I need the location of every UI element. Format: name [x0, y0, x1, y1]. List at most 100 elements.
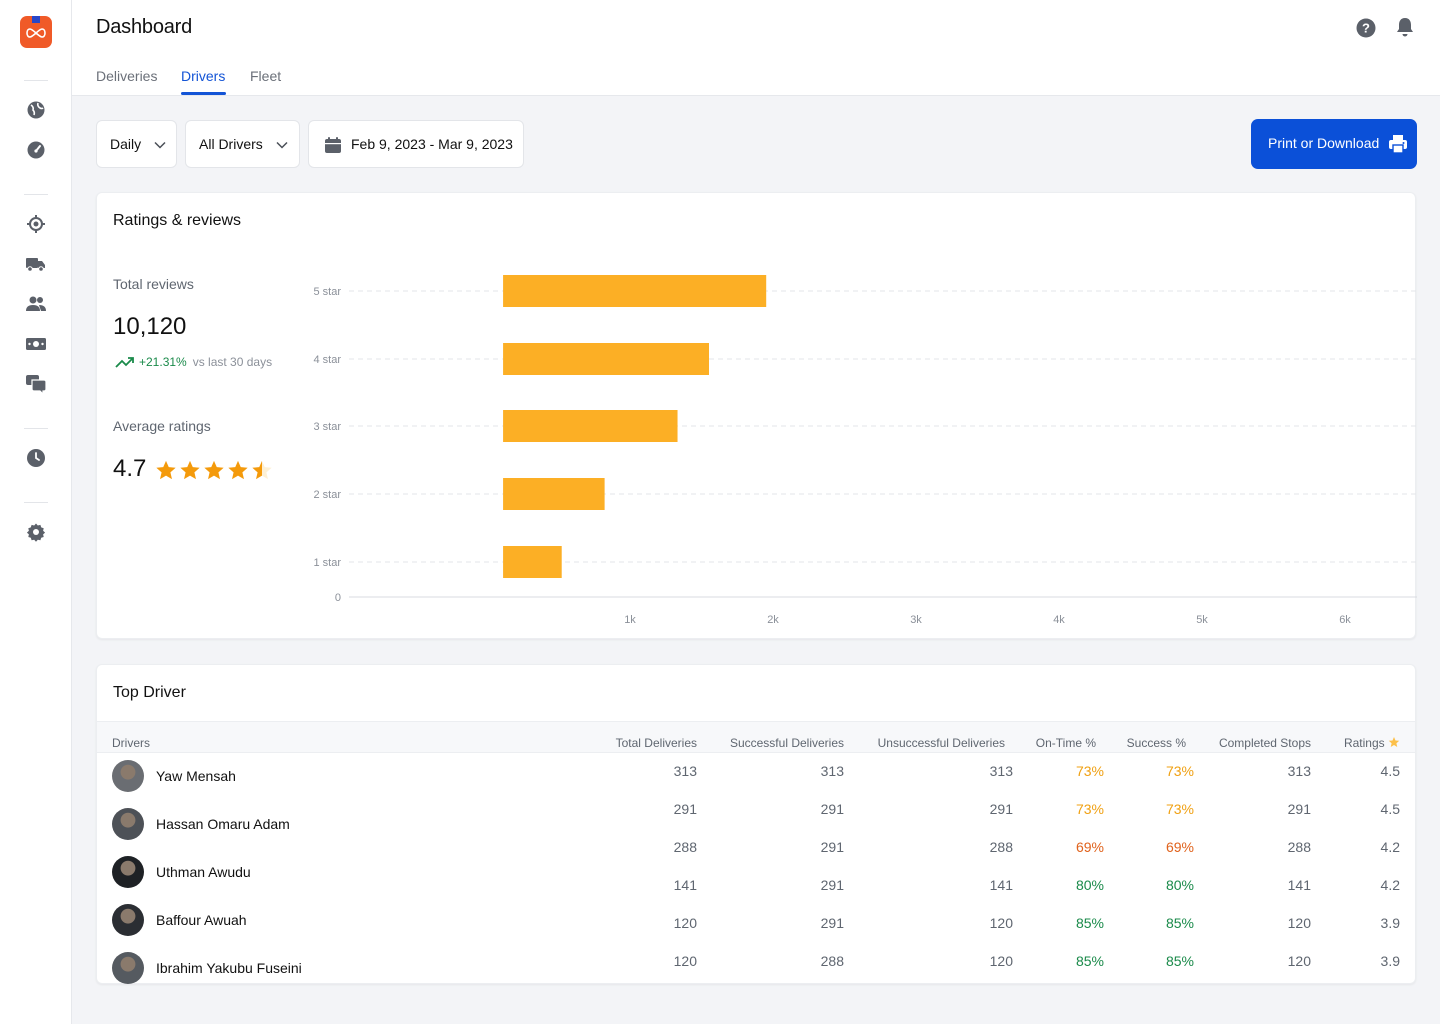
- chevron-down-icon: [154, 141, 166, 149]
- top-header: Dashboard ? Deliveries Drivers Fleet: [72, 0, 1440, 96]
- avatar: [112, 760, 144, 792]
- cell-rating: 4.5: [1380, 763, 1400, 779]
- cell-successful-deliveries: 288: [820, 953, 844, 969]
- cell-completed-stops: 120: [1287, 953, 1311, 969]
- avatar: [112, 808, 144, 840]
- cell-ontime: 73%: [1075, 801, 1104, 817]
- col-completed-stops[interactable]: Completed Stops: [1218, 736, 1311, 750]
- trend-indicator: +21.31% vs last 30 days: [115, 355, 272, 369]
- star-filled-icon: [156, 460, 176, 480]
- gear-icon[interactable]: [24, 520, 48, 544]
- cell-unsuccessful-deliveries: 120: [989, 953, 1013, 969]
- col-ontime[interactable]: On-Time %: [1035, 736, 1096, 750]
- average-rating-stars: [155, 459, 273, 481]
- cell-success: 69%: [1165, 839, 1194, 855]
- print-download-button[interactable]: Print or Download: [1251, 119, 1417, 169]
- y-tick-label: 1 star: [313, 557, 341, 569]
- cell-successful-deliveries: 313: [820, 763, 844, 779]
- tab-fleet[interactable]: Fleet: [250, 68, 282, 84]
- cell-completed-stops: 313: [1287, 763, 1311, 779]
- cell-completed-stops: 288: [1287, 839, 1311, 855]
- y-zero-label: 0: [335, 592, 341, 604]
- clock-icon[interactable]: [24, 446, 48, 470]
- driver-name[interactable]: Yaw Mensah: [156, 768, 236, 784]
- col-successful-deliveries[interactable]: Successful Deliveries: [729, 736, 844, 750]
- ratings-card-title: Ratings & reviews: [113, 212, 242, 229]
- cell-ontime: 73%: [1075, 763, 1104, 779]
- star-filled-icon: [204, 460, 224, 480]
- cell-total-deliveries: 141: [673, 877, 697, 893]
- period-dropdown[interactable]: Daily: [96, 120, 177, 168]
- help-icon[interactable]: ?: [1356, 18, 1376, 38]
- total-reviews-label: Total reviews: [113, 276, 194, 292]
- calendar-icon: [325, 137, 341, 153]
- cell-successful-deliveries: 291: [820, 877, 844, 893]
- location-target-icon[interactable]: [24, 212, 48, 236]
- driver-name[interactable]: Baffour Awuah: [156, 912, 247, 928]
- date-range-picker[interactable]: Feb 9, 2023 - Mar 9, 2023: [308, 120, 524, 168]
- page-title: Dashboard: [96, 16, 193, 38]
- cell-total-deliveries: 120: [673, 915, 697, 931]
- cell-success: 85%: [1165, 915, 1194, 931]
- money-icon[interactable]: [24, 332, 48, 356]
- cell-success: 73%: [1165, 801, 1194, 817]
- trend-period: vs last 30 days: [192, 355, 273, 369]
- cell-success: 85%: [1165, 953, 1194, 969]
- avatar: [112, 952, 144, 984]
- driver-name[interactable]: Ibrahim Yakubu Fuseini: [156, 960, 302, 976]
- sidebar: [0, 0, 72, 1024]
- cell-rating: 3.9: [1380, 915, 1400, 931]
- average-ratings-label: Average ratings: [113, 418, 211, 434]
- app-logo[interactable]: [20, 16, 52, 48]
- cell-ontime: 85%: [1075, 915, 1104, 931]
- star-half-icon: [252, 460, 272, 480]
- active-tab-indicator: [181, 92, 226, 95]
- col-total-deliveries[interactable]: Total Deliveries: [615, 736, 697, 750]
- col-unsuccessful-deliveries[interactable]: Unsuccessful Deliveries: [877, 736, 1005, 750]
- y-tick-label: 3 star: [313, 421, 341, 433]
- cell-rating: 3.9: [1380, 953, 1400, 969]
- cell-total-deliveries: 120: [673, 953, 697, 969]
- rating-bar: [503, 478, 605, 510]
- trend-up-icon: [115, 357, 134, 368]
- top-driver-title: Top Driver: [113, 684, 186, 701]
- col-success[interactable]: Success %: [1126, 736, 1186, 750]
- x-tick-label: 1k: [624, 614, 636, 626]
- driver-name[interactable]: Hassan Omaru Adam: [156, 816, 290, 832]
- rating-bar: [503, 343, 709, 375]
- truck-icon[interactable]: [24, 252, 48, 276]
- cell-ontime: 80%: [1075, 877, 1104, 893]
- x-tick-label: 4k: [1053, 614, 1065, 626]
- rating-bar: [503, 410, 678, 442]
- drivers-dropdown[interactable]: All Drivers: [185, 120, 300, 168]
- star-icon: [1388, 737, 1400, 747]
- total-reviews-value: 10,120: [113, 313, 187, 340]
- print-download-label: Print or Download: [1268, 135, 1380, 151]
- avatar: [112, 904, 144, 936]
- col-drivers[interactable]: Drivers: [112, 736, 150, 750]
- col-ratings[interactable]: Ratings: [1344, 736, 1400, 750]
- bell-icon[interactable]: [1394, 16, 1416, 38]
- globe-icon[interactable]: [24, 98, 48, 122]
- y-tick-label: 5 star: [313, 286, 341, 298]
- avatar: [112, 856, 144, 888]
- cell-unsuccessful-deliveries: 313: [989, 763, 1013, 779]
- cell-successful-deliveries: 291: [820, 801, 844, 817]
- chat-icon[interactable]: [24, 372, 48, 396]
- users-icon[interactable]: [24, 292, 48, 316]
- cell-completed-stops: 291: [1287, 801, 1311, 817]
- date-range-value: Feb 9, 2023 - Mar 9, 2023: [351, 136, 513, 152]
- driver-name[interactable]: Uthman Awudu: [156, 864, 251, 880]
- y-tick-label: 4 star: [313, 354, 341, 366]
- cell-success: 80%: [1165, 877, 1194, 893]
- period-dropdown-value: Daily: [110, 136, 142, 152]
- trend-percent: +21.31%: [139, 355, 187, 369]
- x-tick-label: 6k: [1339, 614, 1351, 626]
- chevron-down-icon: [276, 141, 288, 149]
- y-tick-label: 2 star: [313, 489, 341, 501]
- x-tick-label: 3k: [910, 614, 922, 626]
- cell-ontime: 85%: [1075, 953, 1104, 969]
- tab-deliveries[interactable]: Deliveries: [96, 68, 158, 84]
- speedometer-icon[interactable]: [24, 138, 48, 162]
- tab-drivers[interactable]: Drivers: [181, 68, 226, 84]
